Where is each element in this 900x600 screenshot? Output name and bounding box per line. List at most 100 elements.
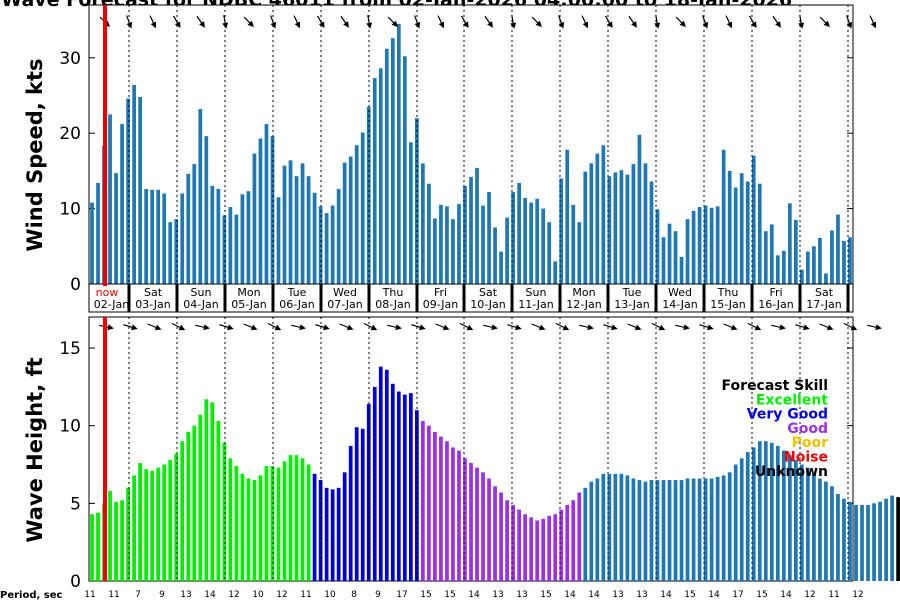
wave-bar	[565, 504, 570, 581]
wind-bar	[733, 187, 738, 284]
wave-bar	[854, 504, 858, 581]
wave-ytick-label: 10	[59, 417, 81, 437]
wind-bar	[806, 251, 810, 284]
wind-speed-axis-label: Wind Speed, kts	[23, 58, 47, 251]
period-tick-label: 8	[351, 590, 357, 600]
wind-bar	[439, 204, 443, 284]
wave-bar	[445, 441, 449, 581]
wind-bar	[114, 173, 118, 284]
wave-bar	[523, 514, 528, 581]
wind-direction-arrow	[196, 15, 206, 28]
day-label-weekday: Fri	[434, 286, 447, 299]
wave-bar	[824, 481, 828, 581]
wave-bar	[649, 480, 654, 581]
wave-bar	[312, 473, 317, 581]
wind-bar	[210, 185, 215, 284]
wind-bar	[421, 163, 425, 284]
wind-bar	[739, 173, 744, 284]
wind-bar	[246, 191, 251, 284]
wave-ytick-label: 5	[70, 494, 81, 514]
wind-bar	[763, 231, 768, 284]
wind-bar	[691, 210, 696, 284]
wind-bar	[607, 176, 612, 284]
wave-bar	[613, 473, 618, 581]
period-tick-label: 14	[564, 590, 576, 600]
wave-bar	[324, 487, 329, 581]
wave-bar	[138, 462, 142, 581]
wind-bar	[174, 219, 179, 284]
wave-bar	[396, 391, 401, 581]
wind-bar	[589, 163, 594, 284]
period-tick-label: 17	[396, 590, 407, 600]
wave-direction-arrow	[219, 324, 234, 331]
wind-bar	[234, 214, 239, 284]
wave-bar	[553, 514, 558, 581]
wind-bar	[342, 162, 347, 284]
wind-bar	[535, 198, 540, 284]
wind-bar	[769, 224, 774, 284]
day-label-date: 08-Jan	[375, 298, 411, 311]
wind-bar	[836, 214, 840, 284]
wave-bar	[715, 476, 720, 581]
wind-bar	[282, 165, 287, 284]
wave-bar	[120, 500, 124, 581]
wave-direction-arrow	[555, 322, 570, 331]
wind-bar	[300, 163, 305, 284]
wind-direction-arrow	[460, 15, 469, 29]
period-tick-label: 9	[159, 590, 165, 600]
wind-bar	[180, 193, 185, 284]
wave-direction-arrow	[531, 323, 546, 331]
wind-direction-arrow	[437, 15, 445, 29]
wind-direction-arrow	[172, 15, 181, 29]
period-tick-label: 14	[780, 590, 792, 600]
wind-bar	[354, 145, 359, 284]
wave-bar	[818, 478, 822, 581]
wave-bar	[414, 410, 419, 581]
wind-direction-arrow	[846, 15, 853, 29]
wave-bar	[168, 459, 173, 581]
wave-direction-arrow	[267, 322, 282, 331]
period-tick-label: 9	[375, 590, 381, 600]
wave-bar	[216, 421, 221, 581]
wave-bar	[541, 518, 546, 581]
wind-bar	[775, 255, 780, 284]
wave-bar	[619, 473, 624, 581]
day-label-weekday: Sat	[479, 286, 498, 299]
wind-bar	[463, 185, 467, 284]
period-tick-label: 14	[708, 590, 720, 600]
day-label-date: 17-Jan	[806, 298, 842, 311]
wave-direction-arrow	[747, 322, 762, 331]
wind-direction-arrow	[725, 15, 733, 29]
wave-bar	[162, 464, 167, 581]
wind-bar	[312, 192, 317, 284]
wave-bar	[144, 469, 149, 581]
period-tick-label: 12	[228, 590, 239, 600]
wave-bar	[342, 472, 347, 581]
day-label-date: 12-Jan	[566, 298, 602, 311]
day-label-weekday: Thu	[382, 286, 404, 299]
period-tick-label: 11	[108, 590, 119, 600]
wave-direction-arrow	[147, 323, 162, 331]
wave-bar	[589, 481, 594, 581]
wind-bar	[709, 207, 714, 284]
wave-bar	[535, 520, 540, 581]
day-label-date: 14-Jan	[662, 298, 698, 311]
legend-title: Forecast Skill	[722, 378, 828, 394]
legend-entry: Good	[787, 421, 828, 437]
wave-bar	[866, 504, 870, 581]
day-label-weekday: Tue	[622, 286, 642, 299]
wave-bar	[661, 480, 666, 581]
wind-bar	[818, 238, 822, 284]
wind-bar	[511, 192, 515, 284]
wind-bar	[168, 222, 173, 284]
wave-bar	[114, 501, 118, 581]
wave-bar	[264, 466, 269, 581]
wave-direction-arrow	[435, 323, 450, 331]
wind-bar	[156, 189, 161, 284]
wind-bar	[390, 38, 395, 285]
day-label-weekday: Sun	[191, 286, 212, 299]
wave-direction-arrow	[819, 323, 834, 331]
wave-bar	[493, 486, 497, 581]
wave-bar	[469, 462, 473, 581]
day-label-date: 05-Jan	[231, 298, 267, 311]
